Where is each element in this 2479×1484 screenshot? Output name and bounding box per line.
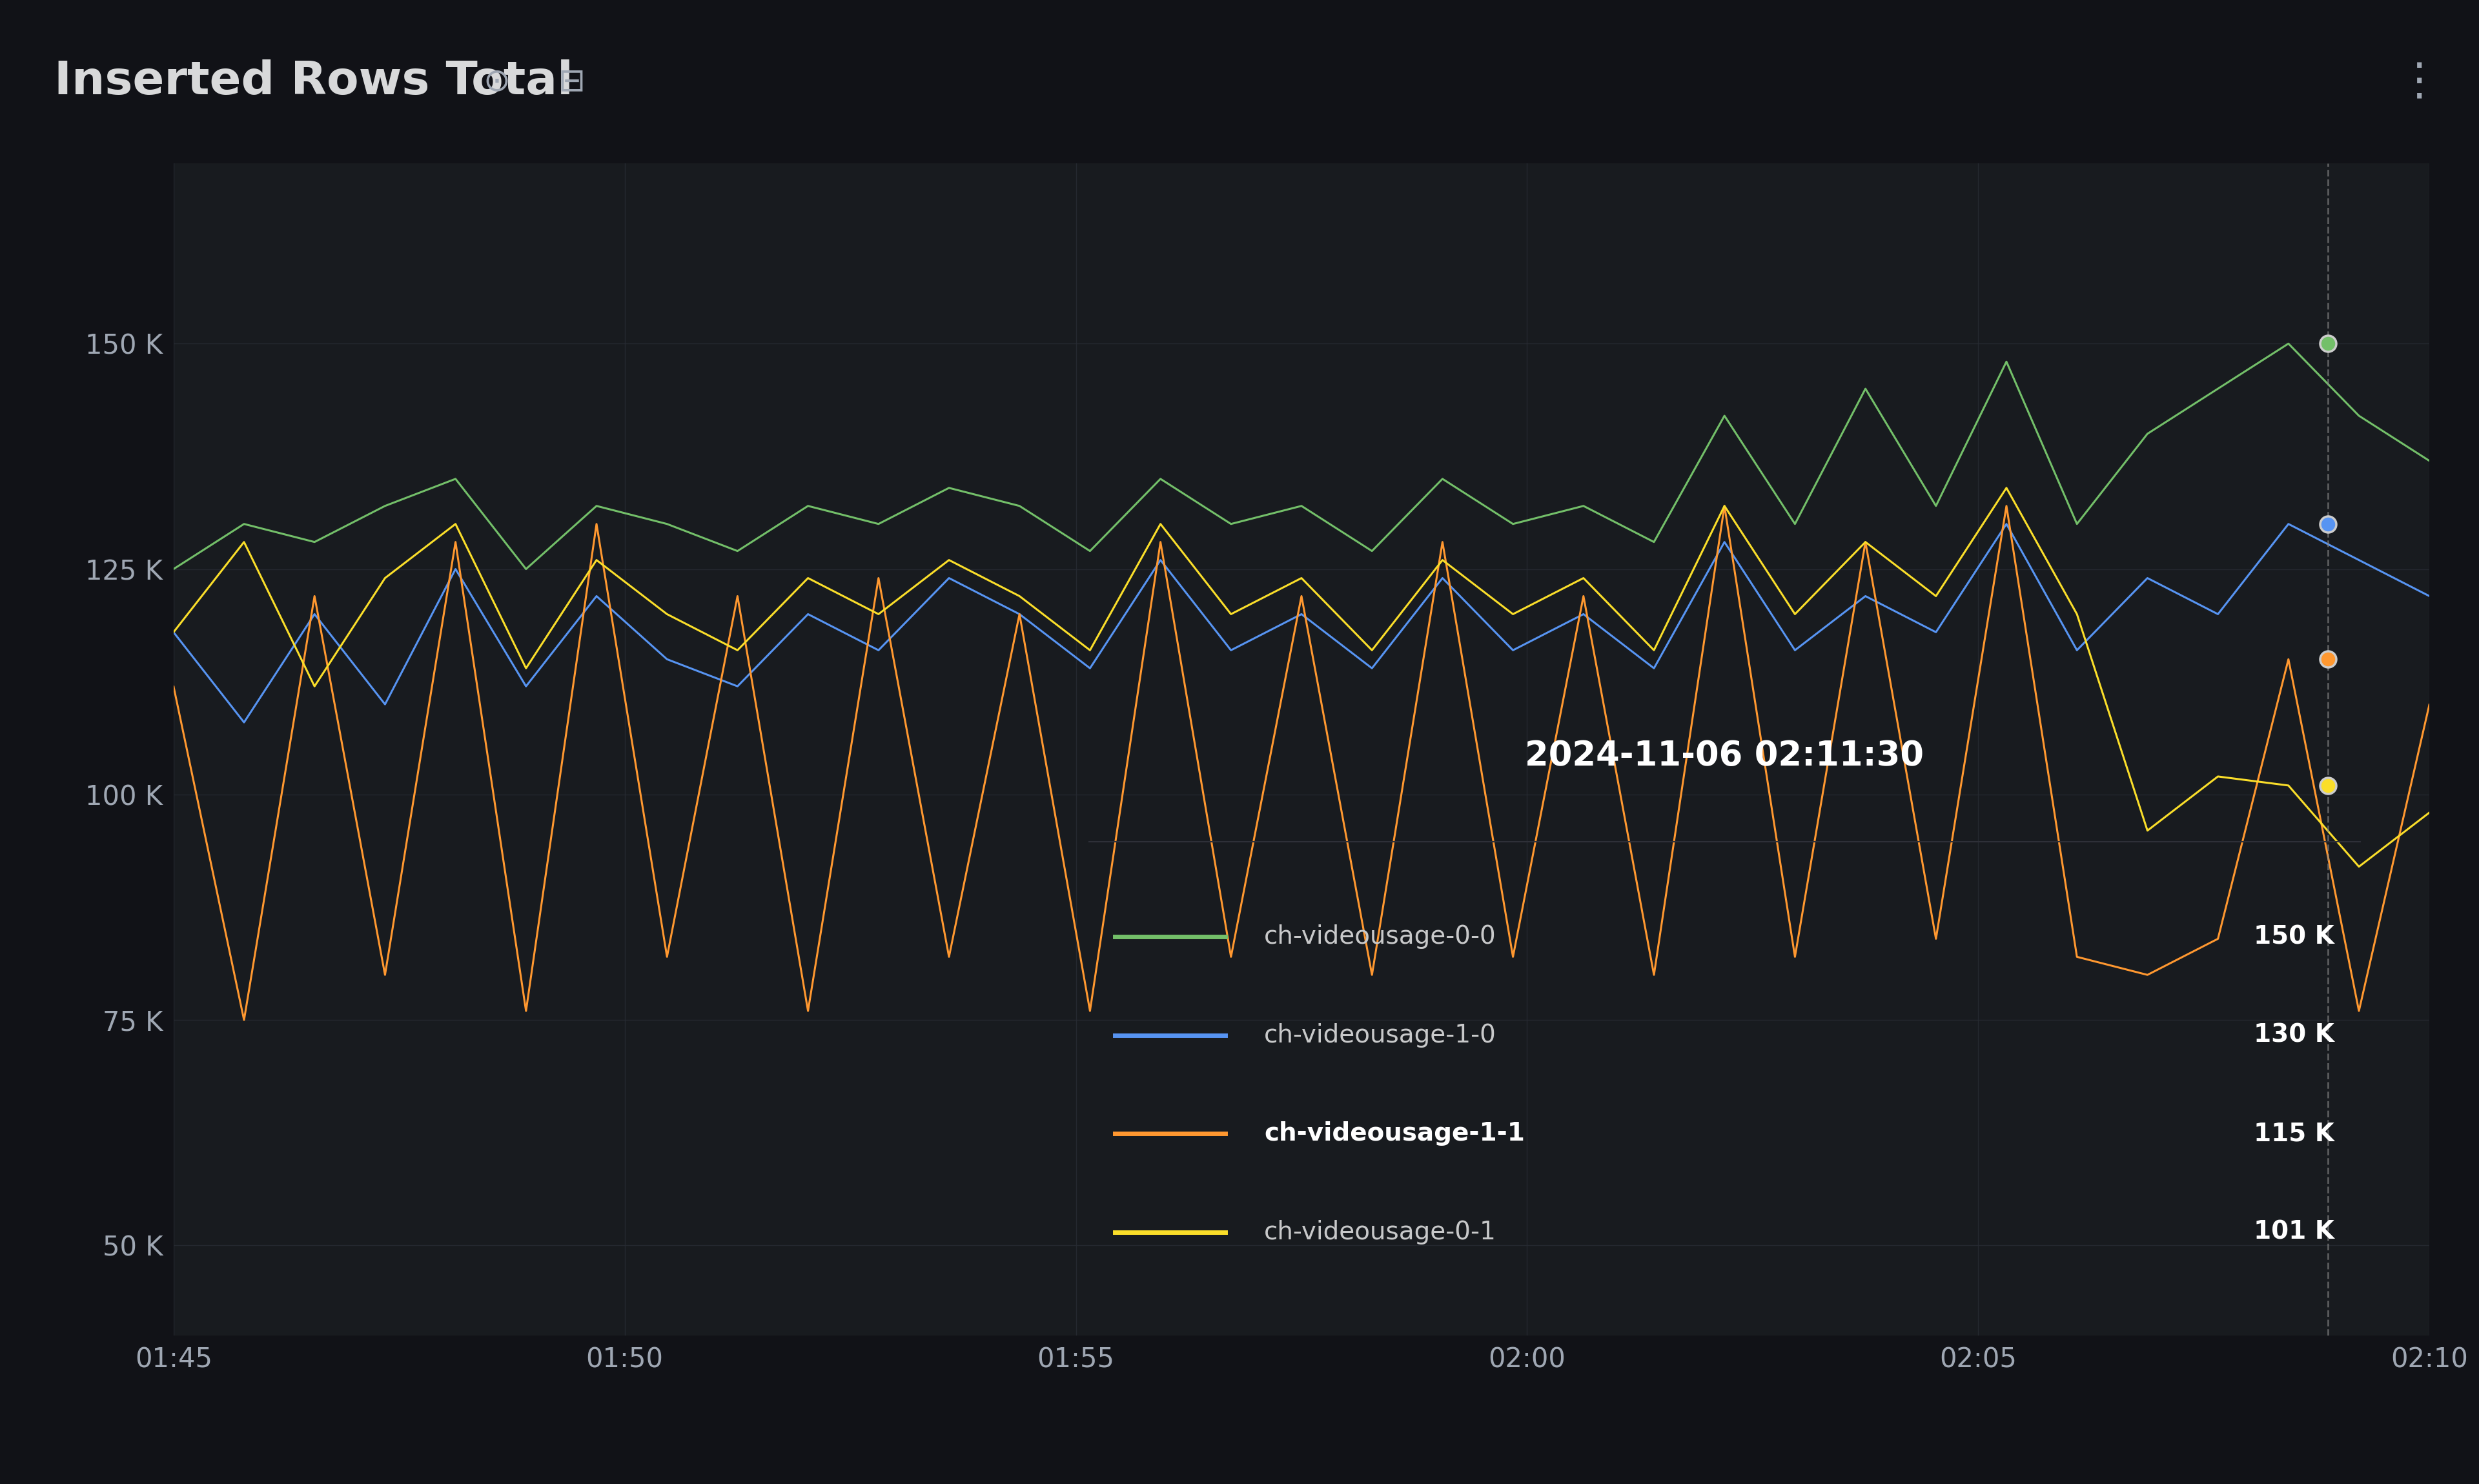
Text: ch-videousage-1-0: ch-videousage-1-0 — [1264, 1022, 1497, 1048]
Text: ⊟: ⊟ — [558, 67, 585, 96]
Text: ch-videousage-0-0: ch-videousage-0-0 — [1264, 925, 1497, 948]
Text: 150 K: 150 K — [2253, 925, 2335, 948]
Text: ⋮: ⋮ — [2397, 59, 2442, 104]
Text: ⊙: ⊙ — [483, 67, 511, 96]
Text: Inserted Rows Total: Inserted Rows Total — [55, 59, 573, 104]
Text: 130 K: 130 K — [2253, 1022, 2335, 1048]
Text: 115 K: 115 K — [2253, 1122, 2335, 1146]
Text: 101 K: 101 K — [2253, 1220, 2335, 1245]
Text: ch-videousage-0-1: ch-videousage-0-1 — [1264, 1220, 1497, 1245]
Text: ch-videousage-1-1: ch-videousage-1-1 — [1264, 1122, 1525, 1146]
Text: 2024-11-06 02:11:30: 2024-11-06 02:11:30 — [1525, 739, 1924, 773]
